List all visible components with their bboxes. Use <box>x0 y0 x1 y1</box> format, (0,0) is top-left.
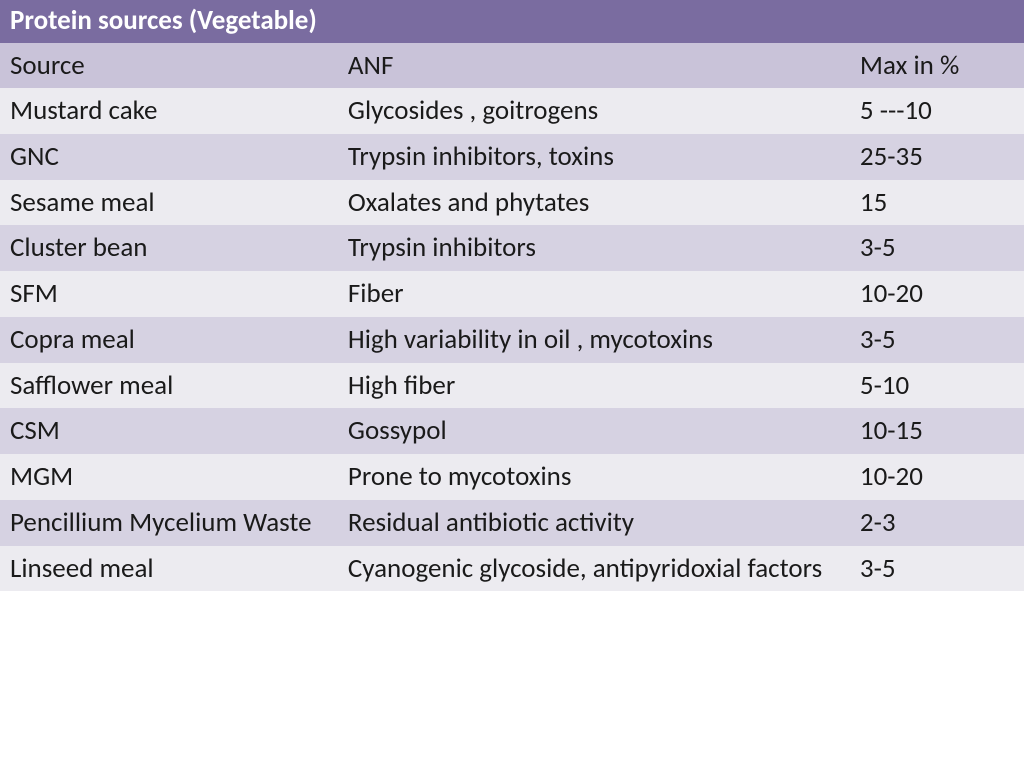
cell-anf: Residual antibiotic activity <box>338 500 850 546</box>
table-row: Cluster bean Trypsin inhibitors 3-5 <box>0 225 1024 271</box>
cell-source: GNC <box>0 134 338 180</box>
table-row: Safflower meal High fiber 5-10 <box>0 363 1024 409</box>
cell-max: 10-15 <box>850 408 1024 454</box>
cell-anf: Prone to mycotoxins <box>338 454 850 500</box>
cell-max: 5-10 <box>850 363 1024 409</box>
table-row: CSM Gossypol 10-15 <box>0 408 1024 454</box>
cell-anf: Gossypol <box>338 408 850 454</box>
cell-max: 3-5 <box>850 225 1024 271</box>
cell-source: MGM <box>0 454 338 500</box>
cell-max: 3-5 <box>850 546 1024 592</box>
cell-max: 10-20 <box>850 271 1024 317</box>
table-row: SFM Fiber 10-20 <box>0 271 1024 317</box>
table-row: Mustard cake Glycosides , goitrogens 5 -… <box>0 88 1024 134</box>
cell-source: Cluster bean <box>0 225 338 271</box>
cell-anf: Glycosides , goitrogens <box>338 88 850 134</box>
cell-source: SFM <box>0 271 338 317</box>
cell-source: Pencillium Mycelium Waste <box>0 500 338 546</box>
table-row: Copra meal High variability in oil , myc… <box>0 317 1024 363</box>
cell-source: Linseed meal <box>0 546 338 592</box>
table-body: Mustard cake Glycosides , goitrogens 5 -… <box>0 88 1024 591</box>
col-header-anf: ANF <box>338 43 850 88</box>
table-title: Protein sources (Vegetable) <box>0 0 1024 43</box>
cell-anf: High fiber <box>338 363 850 409</box>
cell-anf: Trypsin inhibitors, toxins <box>338 134 850 180</box>
cell-max: 25-35 <box>850 134 1024 180</box>
cell-source: Sesame meal <box>0 180 338 226</box>
cell-anf: Cyanogenic glycoside, antipyridoxial fac… <box>338 546 850 592</box>
table-row: Pencillium Mycelium Waste Residual antib… <box>0 500 1024 546</box>
table-row: MGM Prone to mycotoxins 10-20 <box>0 454 1024 500</box>
table-header-row: Source ANF Max in % <box>0 43 1024 88</box>
table-row: Linseed meal Cyanogenic glycoside, antip… <box>0 546 1024 592</box>
col-header-max: Max in % <box>850 43 1024 88</box>
protein-sources-table: Protein sources (Vegetable) Source ANF M… <box>0 0 1024 591</box>
cell-max: 10-20 <box>850 454 1024 500</box>
cell-anf: Trypsin inhibitors <box>338 225 850 271</box>
cell-source: Safflower meal <box>0 363 338 409</box>
cell-max: 2-3 <box>850 500 1024 546</box>
col-header-source: Source <box>0 43 338 88</box>
cell-source: Mustard cake <box>0 88 338 134</box>
cell-max: 3-5 <box>850 317 1024 363</box>
cell-anf: High variability in oil , mycotoxins <box>338 317 850 363</box>
data-table: Source ANF Max in % Mustard cake Glycosi… <box>0 43 1024 591</box>
cell-max: 15 <box>850 180 1024 226</box>
cell-anf: Fiber <box>338 271 850 317</box>
cell-max: 5 ---10 <box>850 88 1024 134</box>
table-row: GNC Trypsin inhibitors, toxins 25-35 <box>0 134 1024 180</box>
cell-anf: Oxalates and phytates <box>338 180 850 226</box>
table-row: Sesame meal Oxalates and phytates 15 <box>0 180 1024 226</box>
cell-source: Copra meal <box>0 317 338 363</box>
cell-source: CSM <box>0 408 338 454</box>
